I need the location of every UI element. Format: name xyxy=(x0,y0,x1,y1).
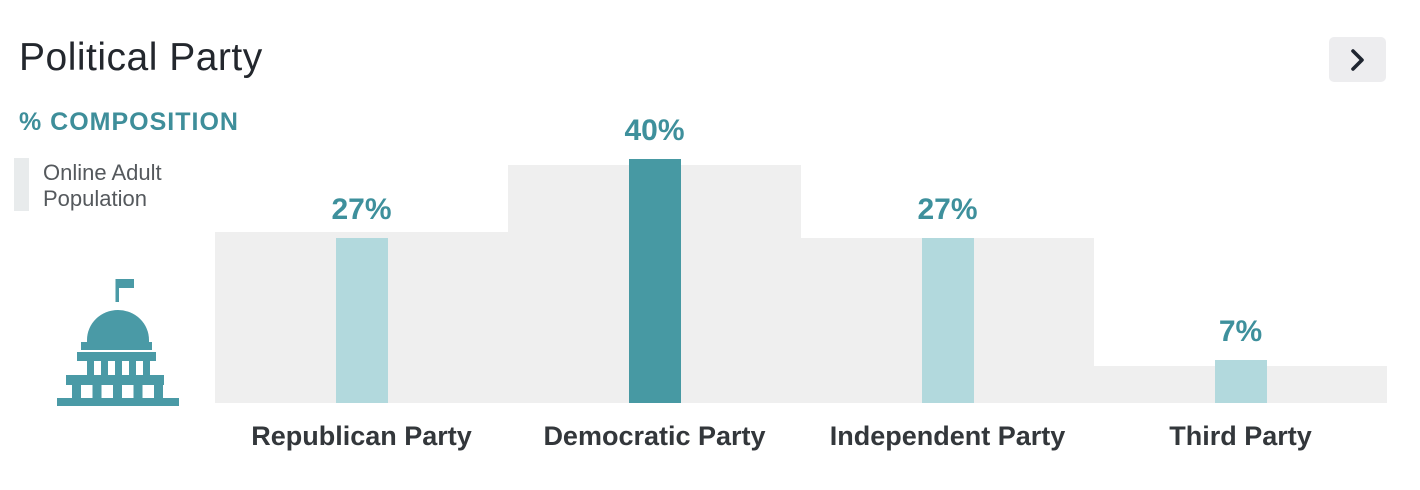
bar-value-label-third-party: 7% xyxy=(1218,315,1263,349)
composition-bar-republican-party[interactable] xyxy=(335,238,388,403)
chevron-right-icon xyxy=(1351,48,1364,71)
chart-group-third-party: 7% Third Party xyxy=(1094,0,1387,451)
composition-bar-independent-party[interactable] xyxy=(921,238,974,403)
chart-group-democratic-party: 40% Democratic Party xyxy=(508,0,801,451)
chart-group-independent-party: 27% Independent Party xyxy=(801,0,1094,451)
next-chart-button[interactable] xyxy=(1329,37,1386,82)
bar-value-label-democratic-party: 40% xyxy=(624,114,685,147)
category-label-independent-party: Independent Party xyxy=(829,421,1066,451)
category-label-republican-party: Republican Party xyxy=(251,421,472,451)
capitol-building-icon xyxy=(57,279,179,406)
composition-bar-democratic-party[interactable] xyxy=(628,159,681,403)
category-label-democratic-party: Democratic Party xyxy=(543,421,766,451)
composition-bar-third-party[interactable] xyxy=(1214,360,1267,403)
bar-value-label-independent-party: 27% xyxy=(917,193,978,227)
legend: Online Adult Population xyxy=(14,158,213,212)
y-axis-label: % COMPOSITION xyxy=(19,108,239,136)
page-title: Political Party xyxy=(19,36,263,79)
legend-label: Online Adult Population xyxy=(43,160,162,211)
legend-swatch xyxy=(14,158,29,211)
chart-group-republican-party: 27% Republican Party xyxy=(215,0,508,451)
bar-value-label-republican-party: 27% xyxy=(331,193,392,227)
chart: 27% Republican Party 40% Democratic Party 27… xyxy=(215,0,1387,451)
category-label-third-party: Third Party xyxy=(1169,421,1312,451)
